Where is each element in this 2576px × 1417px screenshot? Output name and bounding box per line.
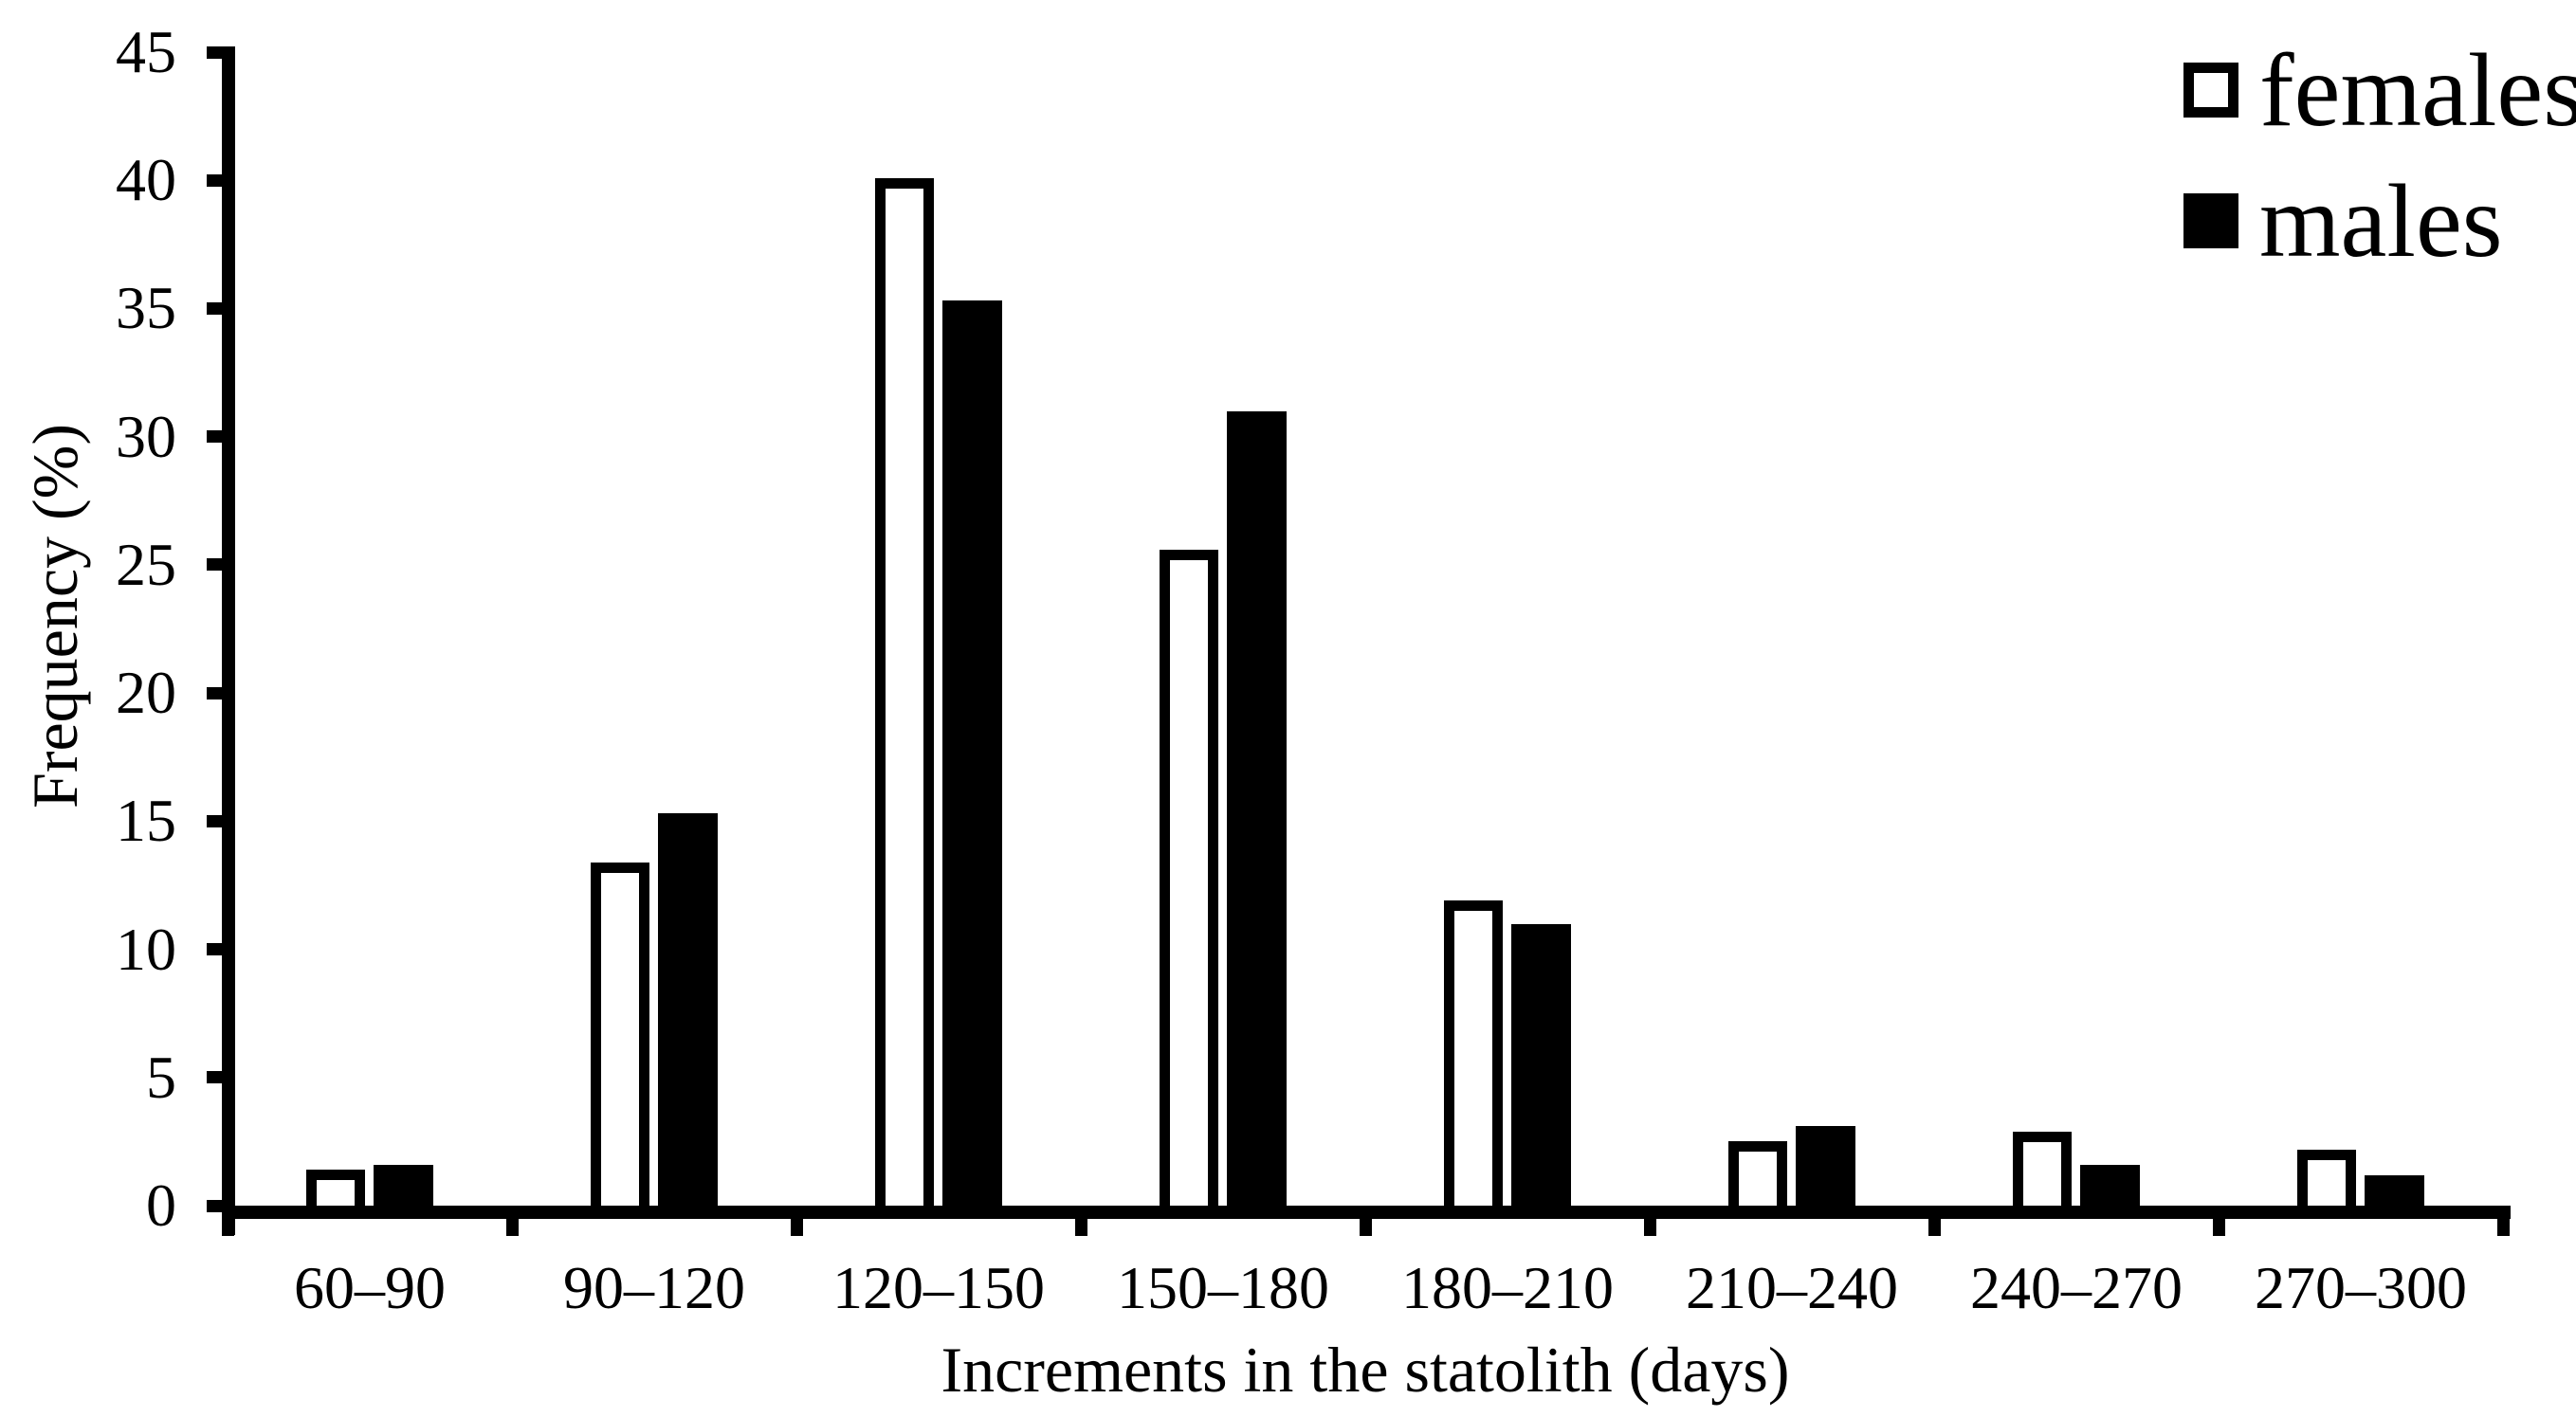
females-open-square-icon [2183, 63, 2238, 118]
y-tick-label: 10 [116, 915, 176, 983]
y-axis-line [222, 46, 235, 1235]
x-category-label: 90–120 [563, 1254, 745, 1321]
x-tick [2496, 1218, 2510, 1236]
legend-label-males: males [2259, 163, 2503, 279]
x-category-label: 210–240 [1686, 1254, 1898, 1321]
legend-row-females: females [2183, 28, 2576, 152]
bar-males [2365, 1174, 2424, 1206]
bar-group [1650, 52, 1934, 1206]
x-tick [1359, 1218, 1372, 1236]
x-tick [1074, 1218, 1087, 1236]
x-tick [221, 1218, 234, 1236]
legend: females males [2183, 28, 2576, 290]
y-tick-label: 45 [116, 18, 176, 85]
y-tick [207, 686, 223, 699]
bars-layer [228, 52, 2503, 1206]
x-category-label: 120–150 [832, 1254, 1045, 1321]
bar-group [1934, 52, 2219, 1206]
bar-females [875, 177, 934, 1206]
y-tick-label: 25 [116, 530, 176, 598]
x-category-label: 150–180 [1117, 1254, 1329, 1321]
x-axis-line [222, 1206, 2511, 1219]
bar-females [1160, 549, 1218, 1206]
bar-group [2219, 52, 2503, 1206]
bar-females [2013, 1131, 2072, 1206]
bar-females [306, 1170, 365, 1206]
bar-group [1365, 52, 1650, 1206]
y-tick-label: 0 [146, 1172, 176, 1239]
bar-group [512, 52, 796, 1206]
bar-males [1227, 410, 1287, 1206]
x-tick [2212, 1218, 2225, 1236]
x-tick [790, 1218, 803, 1236]
males-filled-square-icon [2183, 193, 2238, 248]
bar-females [1444, 900, 1503, 1206]
y-tick [207, 45, 223, 59]
y-tick [207, 1071, 223, 1084]
y-tick-label: 30 [116, 402, 176, 470]
y-tick-label: 20 [116, 659, 176, 727]
bar-group [1081, 52, 1365, 1206]
y-tick [207, 814, 223, 827]
y-tick [207, 1199, 223, 1212]
y-tick-label: 35 [116, 274, 176, 342]
legend-row-males: males [2183, 159, 2576, 282]
y-tick [207, 173, 223, 187]
bar-group [228, 52, 512, 1206]
bar-females [2297, 1149, 2356, 1206]
x-axis-title: Increments in the statolith (days) [941, 1334, 1790, 1406]
bar-males [658, 813, 718, 1206]
bar-males [374, 1164, 433, 1206]
y-tick [207, 943, 223, 956]
y-tick [207, 430, 223, 444]
bar-males [2080, 1164, 2140, 1206]
x-tick [505, 1218, 519, 1236]
bar-males [942, 300, 1002, 1206]
bar-males [1511, 923, 1571, 1206]
x-category-label: 240–270 [1970, 1254, 2183, 1321]
y-tick-label: 40 [116, 146, 176, 214]
x-tick [1927, 1218, 1941, 1236]
x-tick [1643, 1218, 1656, 1236]
bar-females [591, 862, 649, 1206]
x-category-label: 270–300 [2255, 1254, 2467, 1321]
y-axis-title: Frequency (%) [19, 424, 91, 808]
bar-males [1796, 1126, 1855, 1206]
bar-group [796, 52, 1081, 1206]
y-tick-label: 5 [146, 1043, 176, 1111]
legend-label-females: females [2259, 32, 2576, 148]
y-tick [207, 301, 223, 315]
bar-females [1728, 1141, 1787, 1206]
x-category-label: 180–210 [1401, 1254, 1614, 1321]
y-tick-label: 15 [116, 787, 176, 855]
y-tick [207, 558, 223, 572]
x-category-label: 60–90 [294, 1254, 446, 1321]
